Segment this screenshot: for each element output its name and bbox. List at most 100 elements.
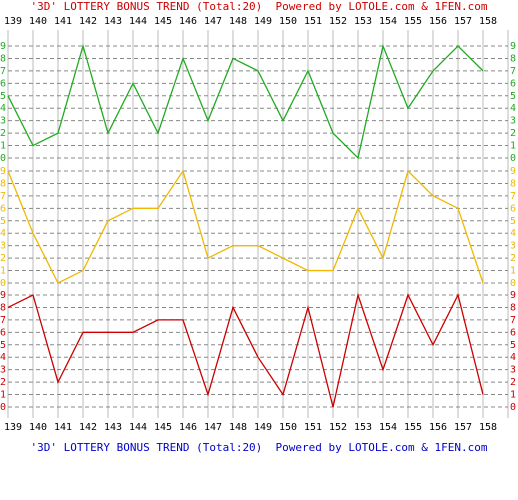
y-tick-label: 3 bbox=[510, 365, 516, 376]
y-tick-label: 5 bbox=[0, 216, 6, 227]
y-tick-label: 4 bbox=[510, 352, 516, 363]
line-series bbox=[7, 43, 484, 160]
y-tick-label: 3 bbox=[0, 241, 6, 252]
x-tick-label: 147 bbox=[204, 422, 222, 433]
y-tick-label: 4 bbox=[0, 103, 6, 114]
x-tick-label: 143 bbox=[104, 422, 122, 433]
y-tick-label: 2 bbox=[0, 253, 6, 264]
y-tick-label: 6 bbox=[0, 78, 6, 89]
y-tick-label: 4 bbox=[510, 103, 516, 114]
y-tick-label: 7 bbox=[510, 191, 516, 202]
x-tick-label: 154 bbox=[379, 16, 397, 27]
x-tick-label: 154 bbox=[379, 422, 397, 433]
y-tick-label: 7 bbox=[510, 66, 516, 77]
y-tick-label: 9 bbox=[0, 41, 6, 52]
y-tick-label: 8 bbox=[0, 53, 6, 64]
y-tick-label: 6 bbox=[510, 78, 516, 89]
y-tick-label: 0 bbox=[0, 278, 6, 289]
y-tick-label: 2 bbox=[510, 128, 516, 139]
x-tick-label: 156 bbox=[429, 16, 447, 27]
y-tick-label: 3 bbox=[510, 116, 516, 127]
x-tick-label: 155 bbox=[404, 16, 422, 27]
x-tick-label: 144 bbox=[129, 16, 147, 27]
y-tick-label: 5 bbox=[510, 340, 516, 351]
y-tick-label: 8 bbox=[510, 178, 516, 189]
x-tick-label: 151 bbox=[304, 16, 322, 27]
x-tick-label: 152 bbox=[329, 422, 347, 433]
x-tick-label: 152 bbox=[329, 16, 347, 27]
y-tick-label: 7 bbox=[0, 66, 6, 77]
x-tick-label: 141 bbox=[54, 422, 72, 433]
y-tick-label: 4 bbox=[0, 352, 6, 363]
x-tick-label: 146 bbox=[179, 16, 197, 27]
y-tick-label: 9 bbox=[510, 41, 516, 52]
y-tick-label: 5 bbox=[0, 91, 6, 102]
y-tick-label: 9 bbox=[510, 166, 516, 177]
x-tick-label: 148 bbox=[229, 16, 247, 27]
x-tick-label: 149 bbox=[254, 422, 272, 433]
x-tick-label: 157 bbox=[454, 16, 472, 27]
y-tick-label: 4 bbox=[0, 228, 6, 239]
y-tick-label: 6 bbox=[510, 203, 516, 214]
x-tick-label: 144 bbox=[129, 422, 147, 433]
y-tick-label: 8 bbox=[510, 53, 516, 64]
y-tick-label: 3 bbox=[510, 241, 516, 252]
y-tick-label: 1 bbox=[510, 390, 516, 401]
y-tick-label: 1 bbox=[510, 266, 516, 277]
x-tick-label: 153 bbox=[354, 422, 372, 433]
x-tick-label: 142 bbox=[79, 422, 97, 433]
chart-title: '3D' LOTTERY BONUS TREND (Total:20) Powe… bbox=[31, 0, 488, 13]
x-tick-label: 146 bbox=[179, 422, 197, 433]
y-tick-label: 7 bbox=[510, 315, 516, 326]
x-tick-label: 156 bbox=[429, 422, 447, 433]
x-tick-label: 151 bbox=[304, 422, 322, 433]
x-tick-label: 150 bbox=[279, 422, 297, 433]
y-tick-label: 6 bbox=[510, 327, 516, 338]
y-tick-label: 1 bbox=[0, 390, 6, 401]
y-tick-label: 2 bbox=[0, 377, 6, 388]
y-tick-label: 0 bbox=[510, 278, 516, 289]
y-tick-label: 8 bbox=[0, 178, 6, 189]
x-tick-label: 140 bbox=[29, 16, 47, 27]
y-tick-label: 0 bbox=[510, 153, 516, 164]
x-tick-label: 157 bbox=[454, 422, 472, 433]
x-tick-label: 139 bbox=[4, 422, 22, 433]
y-tick-label: 0 bbox=[0, 153, 6, 164]
y-tick-label: 0 bbox=[510, 402, 516, 413]
x-tick-label: 145 bbox=[154, 16, 172, 27]
y-tick-label: 2 bbox=[0, 128, 6, 139]
y-tick-label: 5 bbox=[0, 340, 6, 351]
y-tick-label: 2 bbox=[510, 253, 516, 264]
x-tick-label: 158 bbox=[479, 422, 497, 433]
y-tick-label: 2 bbox=[510, 377, 516, 388]
x-tick-label: 155 bbox=[404, 422, 422, 433]
x-tick-label: 149 bbox=[254, 16, 272, 27]
x-tick-label: 158 bbox=[479, 16, 497, 27]
x-tick-label: 145 bbox=[154, 422, 172, 433]
y-tick-label: 0 bbox=[0, 402, 6, 413]
x-tick-label: 139 bbox=[4, 16, 22, 27]
y-tick-label: 5 bbox=[510, 216, 516, 227]
x-tick-label: 148 bbox=[229, 422, 247, 433]
y-tick-label: 1 bbox=[510, 141, 516, 152]
y-tick-label: 7 bbox=[0, 315, 6, 326]
y-tick-label: 9 bbox=[0, 290, 6, 301]
x-tick-label: 142 bbox=[79, 16, 97, 27]
x-tick-label: 140 bbox=[29, 422, 47, 433]
y-tick-label: 6 bbox=[0, 327, 6, 338]
x-tick-label: 150 bbox=[279, 16, 297, 27]
y-tick-label: 3 bbox=[0, 116, 6, 127]
chart-footer: '3D' LOTTERY BONUS TREND (Total:20) Powe… bbox=[31, 441, 488, 454]
x-tick-label: 153 bbox=[354, 16, 372, 27]
line-series bbox=[7, 292, 484, 408]
x-tick-label: 143 bbox=[104, 16, 122, 27]
line-series bbox=[7, 169, 484, 284]
x-tick-label: 141 bbox=[54, 16, 72, 27]
y-tick-label: 9 bbox=[510, 290, 516, 301]
y-tick-label: 4 bbox=[510, 228, 516, 239]
y-tick-label: 5 bbox=[510, 91, 516, 102]
y-tick-label: 1 bbox=[0, 266, 6, 277]
y-tick-label: 8 bbox=[510, 302, 516, 313]
y-tick-label: 8 bbox=[0, 302, 6, 313]
